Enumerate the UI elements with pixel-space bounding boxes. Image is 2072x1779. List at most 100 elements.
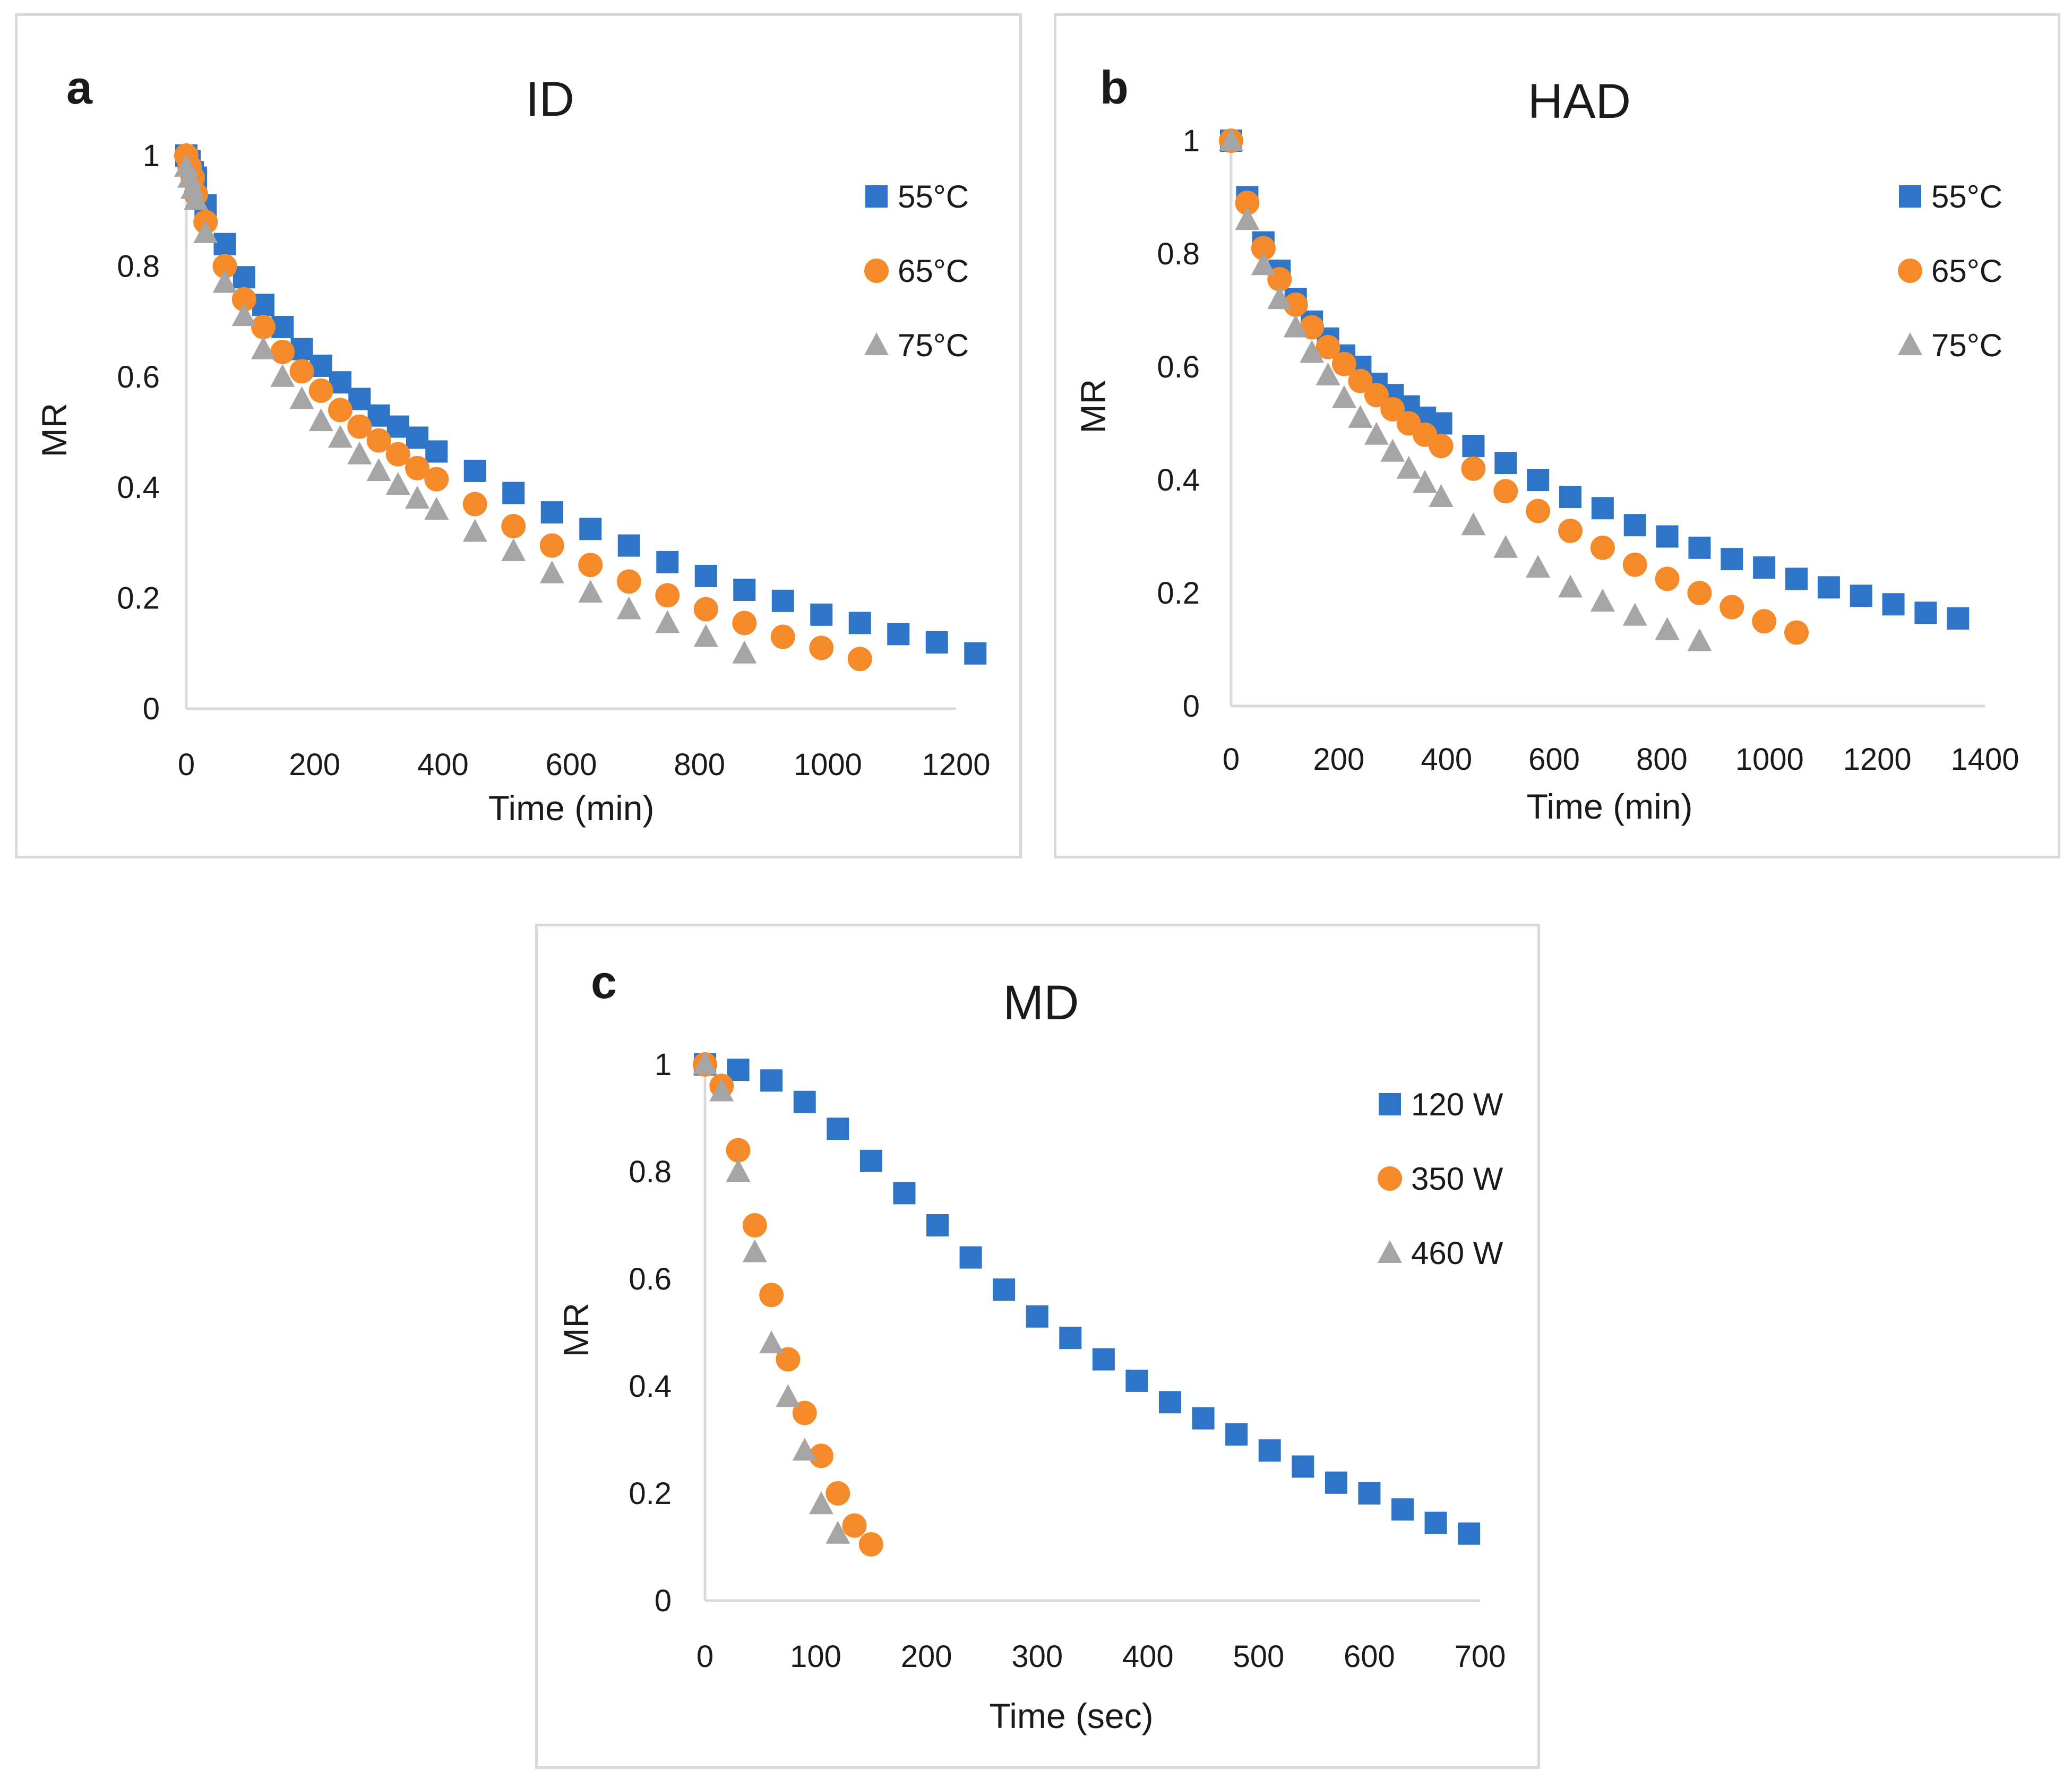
data-point <box>212 254 237 279</box>
data-point <box>1192 1407 1215 1430</box>
legend-marker <box>1898 259 1922 283</box>
data-point <box>1687 581 1712 605</box>
x-tick-label: 0 <box>178 747 195 782</box>
data-point <box>366 458 391 481</box>
series-460 W <box>693 1052 850 1544</box>
legend-entry: 460 W <box>1378 1235 1503 1271</box>
data-point <box>842 1513 867 1538</box>
data-point <box>385 442 410 467</box>
data-point <box>578 553 603 578</box>
data-point <box>848 612 871 634</box>
data-point <box>1391 1498 1414 1521</box>
series-350 W <box>693 1052 883 1557</box>
data-point <box>1235 191 1260 216</box>
legend-entry: 65°C <box>864 253 969 289</box>
data-point <box>792 1438 817 1461</box>
y-axis-label: MR <box>1073 379 1113 434</box>
data-point <box>308 408 333 432</box>
data-point <box>1622 603 1647 626</box>
data-point <box>809 635 834 660</box>
data-point <box>1622 552 1647 577</box>
data-point <box>270 339 295 364</box>
data-point <box>727 1059 750 1081</box>
chart-svg-b: b HAD 0 0.2 0.4 0.6 0.8 1 0 200 400 600 800 1000 1200 1… <box>1073 61 2019 826</box>
data-point <box>1526 499 1551 523</box>
legend-entry: 75°C <box>864 328 969 363</box>
data-point <box>732 611 757 635</box>
data-point <box>1527 469 1550 491</box>
data-point <box>709 1078 734 1102</box>
data-point <box>1461 456 1486 481</box>
x-axis-label: Time (min) <box>488 788 655 828</box>
chart-svg-c: c MD 0 0.2 0.4 0.6 0.8 1 0 100 200 300 400 500 600 700 T… <box>556 956 1506 1735</box>
chart-title: ID <box>526 72 574 126</box>
series-65°C <box>174 143 872 672</box>
series-75°C <box>1219 128 1712 651</box>
legend-entry: 120 W <box>1379 1087 1503 1122</box>
x-tick-label: 0 <box>1223 742 1240 777</box>
legend-label: 55°C <box>1931 179 2002 214</box>
data-point <box>424 467 449 492</box>
data-point <box>858 1532 883 1557</box>
data-point <box>810 603 833 626</box>
data-point <box>1590 535 1615 560</box>
data-point <box>760 1069 783 1092</box>
data-point <box>405 456 429 480</box>
series-120 W <box>694 1053 1481 1545</box>
x-tick-label: 400 <box>417 747 469 782</box>
data-point <box>1914 601 1937 624</box>
data-point <box>1125 1369 1148 1392</box>
y-tick-label: 0.2 <box>117 581 160 616</box>
y-tick-label: 0 <box>143 692 160 726</box>
chart-panel-c: c MD 0 0.2 0.4 0.6 0.8 1 0 100 200 300 400 500 600 700 T… <box>535 924 1540 1769</box>
data-point <box>693 624 718 647</box>
data-point <box>847 647 872 672</box>
legend-marker <box>1378 1166 1402 1191</box>
data-point <box>1267 286 1292 310</box>
data-point <box>1850 585 1872 607</box>
data-point <box>462 519 487 542</box>
x-tick-label: 0 <box>697 1639 713 1674</box>
data-point <box>1300 340 1325 363</box>
panel-letter: a <box>66 61 93 114</box>
data-point <box>733 578 756 601</box>
data-point <box>1225 1423 1248 1446</box>
legend-marker <box>1898 332 1922 355</box>
y-tick-label: 0.8 <box>117 249 160 283</box>
legend-label: 75°C <box>898 328 969 363</box>
data-point <box>1558 518 1583 543</box>
y-tick-label: 0 <box>1183 689 1200 724</box>
data-point <box>656 551 679 573</box>
legend-label: 350 W <box>1411 1161 1503 1197</box>
data-point <box>1947 607 1970 630</box>
data-point <box>1251 236 1276 261</box>
data-point <box>925 631 948 654</box>
data-point <box>1364 422 1389 445</box>
data-point <box>887 623 910 646</box>
data-point <box>1559 485 1581 508</box>
legend-label: 65°C <box>1931 253 2002 289</box>
data-point <box>366 428 391 453</box>
data-point <box>348 388 371 410</box>
data-point <box>959 1246 982 1269</box>
chart-title: MD <box>1003 976 1079 1030</box>
data-point <box>1462 435 1485 458</box>
data-point <box>1251 252 1276 276</box>
y-tick-label: 0.8 <box>629 1155 672 1189</box>
y-tick-label: 0.2 <box>629 1476 672 1511</box>
legend-label: 120 W <box>1411 1087 1503 1122</box>
x-tick-label: 1000 <box>794 747 862 782</box>
data-point <box>213 233 236 255</box>
data-point <box>1283 314 1308 338</box>
data-point <box>328 425 353 448</box>
data-point <box>617 534 640 557</box>
data-point <box>1817 576 1840 599</box>
data-point <box>694 564 717 587</box>
series-75°C <box>174 153 757 664</box>
data-point <box>1590 588 1615 612</box>
data-point <box>1721 548 1743 571</box>
x-tick-label: 500 <box>1233 1639 1284 1674</box>
data-point <box>809 1443 833 1468</box>
data-point <box>1396 456 1421 479</box>
data-point <box>1753 556 1776 579</box>
